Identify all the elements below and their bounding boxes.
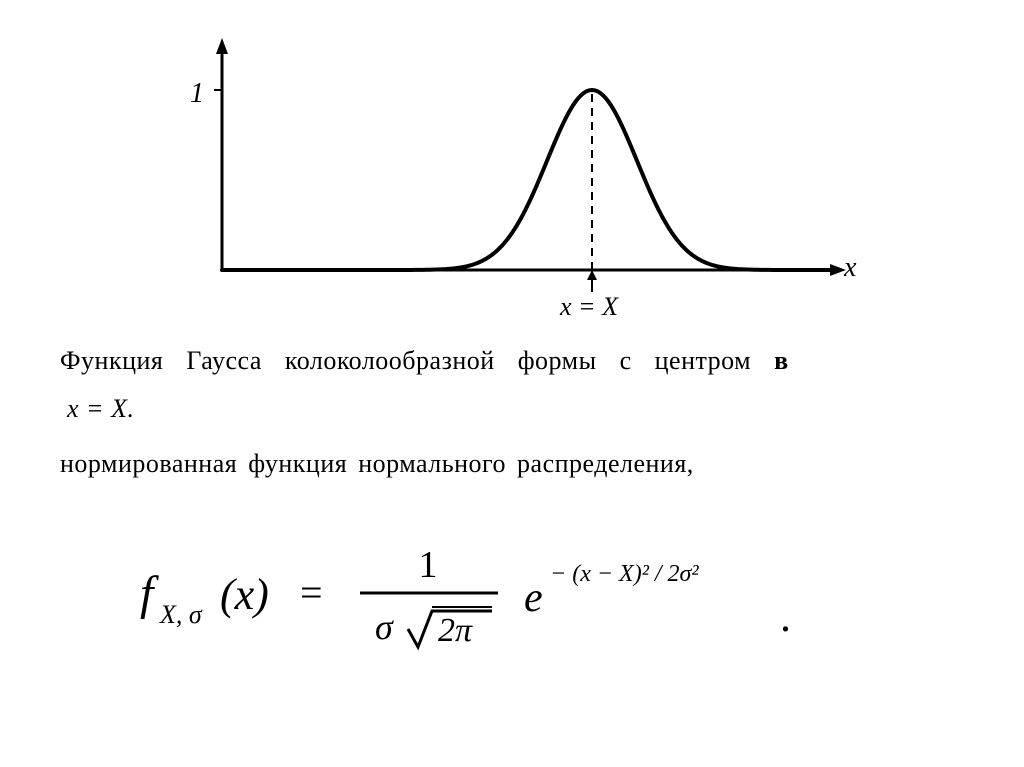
caption-word: колоколообразной xyxy=(285,346,495,375)
caption-line1: Функция Гаусса колоколообразной формы с … xyxy=(60,340,964,382)
caption-line3: нормированная функция нормального распре… xyxy=(60,443,964,485)
gaussian-chart: 1 x x = X xyxy=(152,30,872,320)
ytick-label: 1 xyxy=(190,78,204,110)
formula: f X, σ (x) = 1 σ 2π e − (x − X)² / 2σ² . xyxy=(60,521,964,661)
formula-e: e xyxy=(524,575,543,621)
formula-arg: (x) xyxy=(220,570,269,619)
formula-fn: f xyxy=(140,567,159,620)
caption-word: Гаусса xyxy=(186,346,262,375)
caption-word: формы xyxy=(518,346,597,375)
caption: Функция Гаусса колоколообразной формы с … xyxy=(60,340,964,485)
formula-denom-2pi: 2π xyxy=(438,612,473,649)
formula-eq: = xyxy=(300,570,323,615)
formula-denom-sigma: σ xyxy=(375,607,394,647)
caption-word: с xyxy=(620,346,632,375)
caption-word: в xyxy=(774,346,789,375)
caption-word: Функция xyxy=(60,346,163,375)
formula-exponent: − (x − X)² / 2σ² xyxy=(550,561,699,587)
formula-svg: f X, σ (x) = 1 σ 2π e − (x − X)² / 2σ² . xyxy=(60,521,820,661)
formula-sub: X, σ xyxy=(159,600,203,629)
center-marker-label: x = X xyxy=(560,292,618,322)
page-root: 1 x x = X Функция Гаусса колоколообразно… xyxy=(0,0,1024,767)
xaxis-label: x xyxy=(844,252,856,284)
caption-line2: x = X. xyxy=(60,388,964,430)
caption-eq: x = X. xyxy=(67,394,134,423)
caption-word: центром xyxy=(655,346,752,375)
chart-svg xyxy=(152,30,872,320)
formula-numerator: 1 xyxy=(419,544,438,586)
formula-period: . xyxy=(780,592,791,641)
